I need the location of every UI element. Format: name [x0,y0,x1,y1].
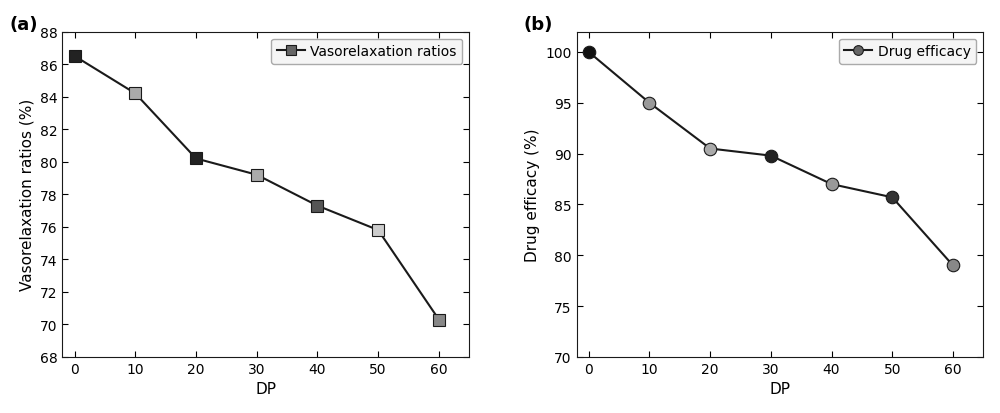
Y-axis label: Drug efficacy (%): Drug efficacy (%) [525,128,540,261]
Text: (b): (b) [524,16,553,34]
Legend: Vasorelaxation ratios: Vasorelaxation ratios [271,40,462,64]
Text: (a): (a) [10,16,38,34]
Y-axis label: Vasorelaxation ratios (%): Vasorelaxation ratios (%) [19,99,34,291]
X-axis label: DP: DP [255,382,276,396]
X-axis label: DP: DP [769,382,790,396]
Legend: Drug efficacy: Drug efficacy [839,40,976,64]
